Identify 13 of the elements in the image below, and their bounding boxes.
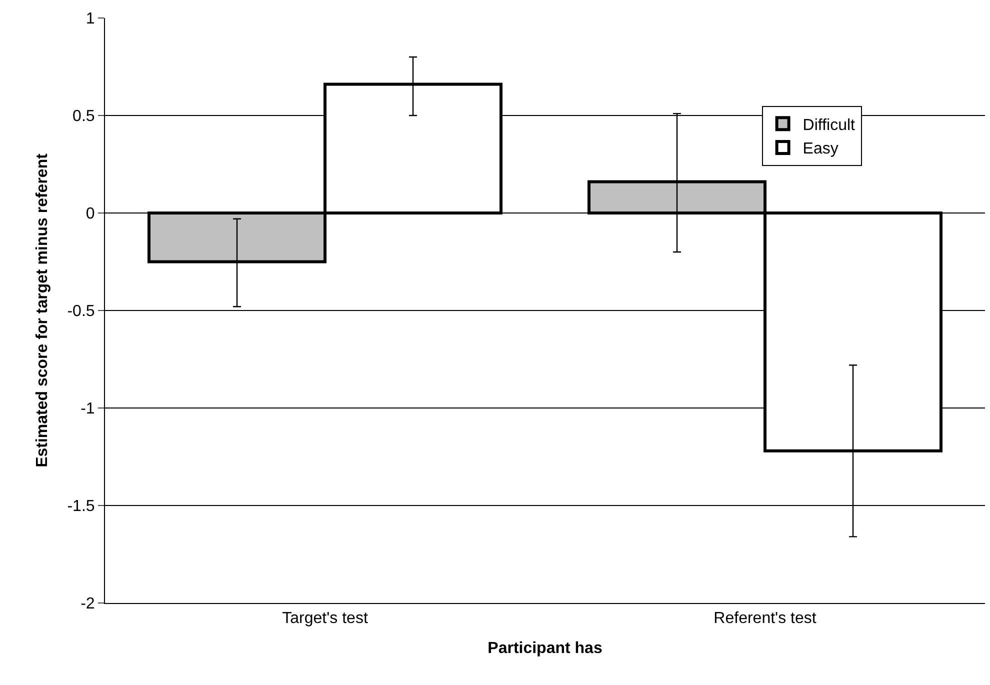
y-tick-label: 0 xyxy=(86,206,95,223)
y-tick-label: -1.5 xyxy=(67,498,95,516)
y-axis-title: Estimated score for target minus referent xyxy=(34,152,52,468)
legend-label: Difficult xyxy=(802,116,856,134)
x-tick-label: Referent's test xyxy=(714,610,817,628)
y-tick-label: 1 xyxy=(86,10,95,28)
y-tick-label: 0.5 xyxy=(72,108,95,126)
x-axis-title: Participant has xyxy=(488,640,602,657)
y-tick-label: -2 xyxy=(80,596,95,613)
y-tick-label: -1 xyxy=(80,400,95,418)
legend-label: Easy xyxy=(802,140,838,158)
y-tick-label: -0.5 xyxy=(67,303,95,320)
x-tick-label: Target's test xyxy=(282,610,368,628)
